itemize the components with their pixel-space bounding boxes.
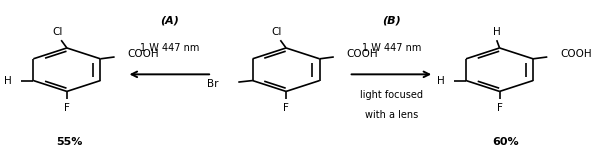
Text: with a lens: with a lens xyxy=(365,110,418,120)
Text: 60%: 60% xyxy=(492,137,519,147)
Text: F: F xyxy=(497,103,503,113)
Text: 1 W 447 nm: 1 W 447 nm xyxy=(362,43,421,53)
Text: light focused: light focused xyxy=(360,90,423,100)
Text: (B): (B) xyxy=(382,15,401,25)
Text: H: H xyxy=(437,76,445,85)
Text: F: F xyxy=(283,103,289,113)
Text: Cl: Cl xyxy=(53,27,63,37)
Text: H: H xyxy=(4,76,12,85)
Text: H: H xyxy=(493,27,501,37)
Text: (A): (A) xyxy=(160,15,179,25)
Text: 55%: 55% xyxy=(56,137,83,147)
Text: F: F xyxy=(64,103,70,113)
Text: COOH: COOH xyxy=(127,49,159,59)
Text: 1 W 447 nm: 1 W 447 nm xyxy=(140,43,199,53)
Text: COOH: COOH xyxy=(346,49,378,59)
Text: COOH: COOH xyxy=(560,49,591,59)
Text: Cl: Cl xyxy=(272,27,282,37)
Text: Br: Br xyxy=(207,79,218,89)
